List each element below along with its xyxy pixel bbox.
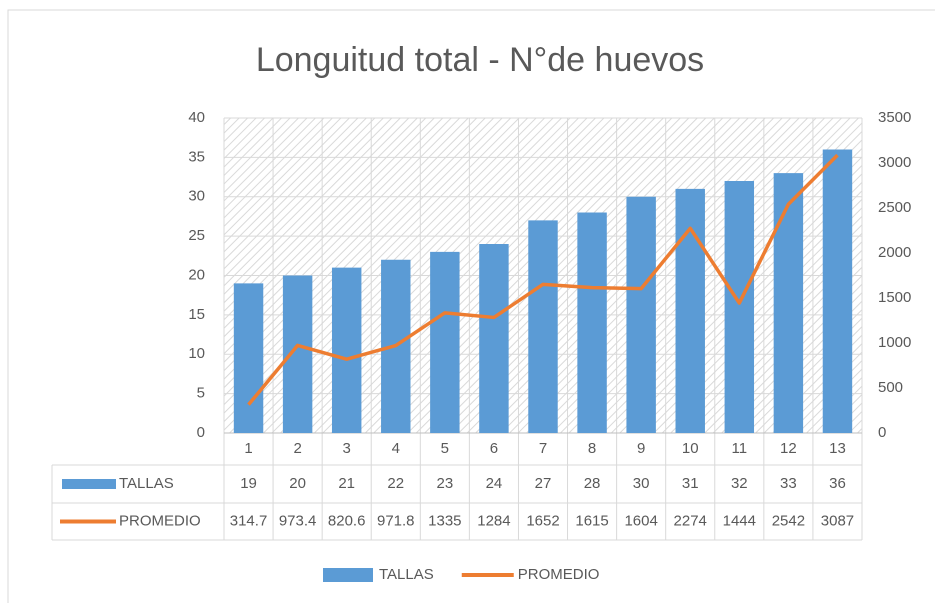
table-value: 1444 [723,512,756,529]
y2-tick-label: 3000 [878,154,911,171]
x-tick-label: 10 [682,440,699,457]
bar [430,251,460,433]
table-value: 28 [584,475,601,492]
table-value: 36 [829,475,846,492]
y2-tick-label: 2500 [878,199,911,216]
table-value: 3087 [821,512,854,529]
x-tick-label: 8 [588,440,596,457]
layer: 0510152025303540050010001500200025003000… [51,109,911,583]
bar [773,173,804,433]
legend-key [323,568,373,582]
bar [822,149,853,433]
bar [331,267,362,433]
table-value: 973.4 [279,512,317,529]
y2-tick-label: 1000 [878,334,911,351]
bar [577,212,607,433]
y-tick-label: 20 [188,266,205,283]
table-series-name: PROMEDIO [119,512,201,529]
table-value: 1615 [575,512,608,529]
bar [479,244,509,433]
y-tick-label: 40 [188,109,205,126]
bar [528,220,558,433]
chart-title: Longuitud total - N°de huevos [256,41,704,79]
bar [233,283,264,433]
table-value: 2542 [772,512,805,529]
table-key [62,479,116,489]
table-value: 27 [535,475,552,492]
bar [626,196,656,433]
table-value: 971.8 [377,512,415,529]
y-tick-label: 15 [188,306,205,323]
y2-tick-label: 3500 [878,109,911,126]
bar [724,181,755,433]
x-tick-label: 1 [244,440,252,457]
legend-label: TALLAS [379,566,434,583]
legend-label: PROMEDIO [518,566,600,583]
y-tick-label: 10 [188,345,205,362]
table-value: 1652 [526,512,559,529]
x-tick-label: 9 [637,440,645,457]
x-tick-label: 13 [829,440,846,457]
x-tick-label: 11 [732,440,748,457]
table-value: 32 [731,475,748,492]
table-value: 33 [780,475,797,492]
y-tick-label: 0 [197,424,205,441]
line-series [247,153,839,406]
y2-tick-label: 0 [878,424,886,441]
table-value: 22 [387,475,404,492]
y-tick-label: 30 [188,188,205,205]
table-value: 20 [289,475,306,492]
y2-tick-label: 500 [878,379,903,396]
x-tick-label: 4 [392,440,400,457]
y-tick-label: 25 [188,227,205,244]
y-tick-label: 35 [188,148,205,165]
y2-tick-label: 1500 [878,289,911,306]
table-value: 314.7 [230,512,268,529]
table-value: 31 [682,475,699,492]
x-tick-label: 12 [780,440,797,457]
x-tick-label: 5 [441,440,449,457]
table-value: 1284 [477,512,510,529]
table-value: 1335 [428,512,461,529]
bar [282,275,313,433]
table-value: 21 [338,475,355,492]
bar [675,188,705,433]
x-tick-label: 7 [539,440,547,457]
table-value: 820.6 [328,512,366,529]
y2-tick-label: 2000 [878,244,911,261]
table-value: 23 [437,475,454,492]
table-value: 19 [240,475,257,492]
table-value: 24 [486,475,503,492]
table-series-name: TALLAS [119,475,174,492]
table-value: 2274 [674,512,707,529]
table-value: 1604 [624,512,657,529]
y-tick-label: 5 [197,385,205,402]
x-tick-label: 2 [293,440,301,457]
x-tick-label: 6 [490,440,498,457]
table-value: 30 [633,475,650,492]
x-tick-label: 3 [343,440,351,457]
